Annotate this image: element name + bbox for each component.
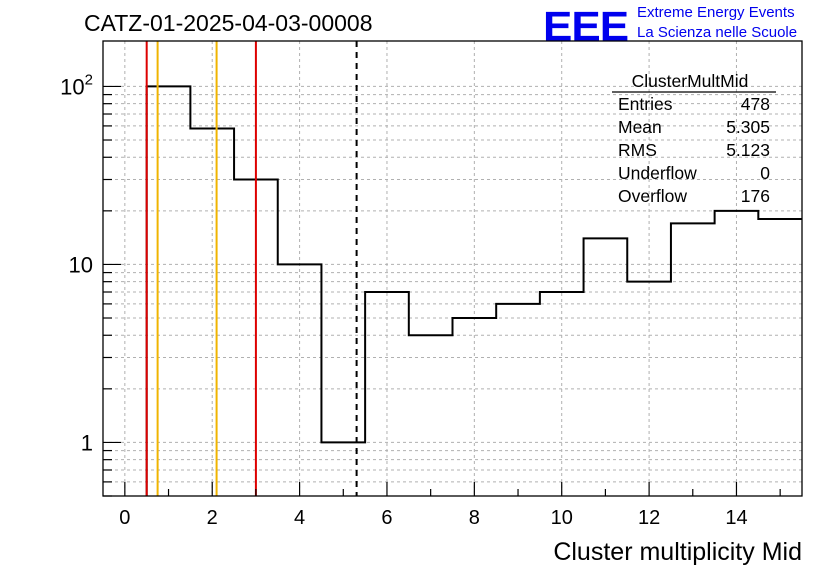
histogram-bin [278, 264, 322, 496]
x-tick-label: 0 [119, 507, 130, 529]
stats-row-value: 5.305 [726, 117, 770, 137]
stats-title: ClusterMultMid [632, 71, 749, 91]
stats-box: ClusterMultMid Entries 478 Mean 5.305 RMS 5.1… [612, 71, 776, 206]
stats-row-label: Underflow [618, 163, 697, 183]
plot-frame [102, 40, 803, 497]
histogram-bin [190, 129, 234, 496]
histogram-bin [540, 292, 584, 496]
stats-rows: Entries 478 Mean 5.305 RMS 5.123 Underflow 0 Ove… [618, 94, 770, 206]
histogram-bin [496, 304, 540, 496]
stats-row-value: 478 [741, 94, 770, 114]
histogram-bin [365, 292, 409, 496]
y-tick-label: 10 [69, 252, 93, 277]
logo-tagline-2: La Scienza nelle Scuole [637, 24, 798, 41]
x-tick-label: 2 [207, 507, 218, 529]
x-tick-label: 8 [469, 507, 480, 529]
histogram-bin [147, 86, 191, 496]
histogram-outline [145, 85, 802, 496]
stats-row-value: 0 [760, 163, 770, 183]
stats-row-label: RMS [618, 140, 657, 160]
stats-row-value: 176 [741, 186, 770, 206]
x-axis-label: Cluster multiplicity Mid [553, 538, 802, 566]
stats-row-label: Entries [618, 94, 673, 114]
marker-lines [145, 41, 358, 496]
histogram-bin [584, 238, 628, 496]
histogram-bin [453, 318, 497, 496]
histogram-bin [321, 442, 365, 496]
y-tick-label: 102 [60, 71, 93, 99]
x-tick-label: 6 [381, 507, 392, 529]
histogram-series [145, 85, 802, 496]
histogram-bin [671, 223, 715, 496]
stats-row-label: Overflow [618, 186, 687, 206]
histogram-bin [715, 211, 759, 496]
x-tick-label: 12 [638, 507, 660, 529]
stats-row-value: 5.123 [726, 140, 770, 160]
y-tick-label: 1 [81, 430, 93, 455]
histogram-bin [758, 219, 802, 496]
stats-row-label: Mean [618, 117, 662, 137]
histogram-bin [409, 335, 453, 496]
x-tick-label: 4 [294, 507, 305, 529]
run-title: CATZ-01-2025-04-03-00008 [84, 10, 373, 36]
y-axis-ticks: 1 10 102 [60, 71, 121, 497]
logo-tagline-1: Extreme Energy Events [637, 4, 795, 21]
x-tick-label: 14 [725, 507, 747, 529]
x-tick-label: 10 [551, 507, 573, 529]
eee-logo: EEE [543, 3, 629, 50]
x-axis-ticks: 0 2 4 6 8 10 12 14 [119, 482, 781, 529]
histogram-bin [627, 282, 671, 496]
